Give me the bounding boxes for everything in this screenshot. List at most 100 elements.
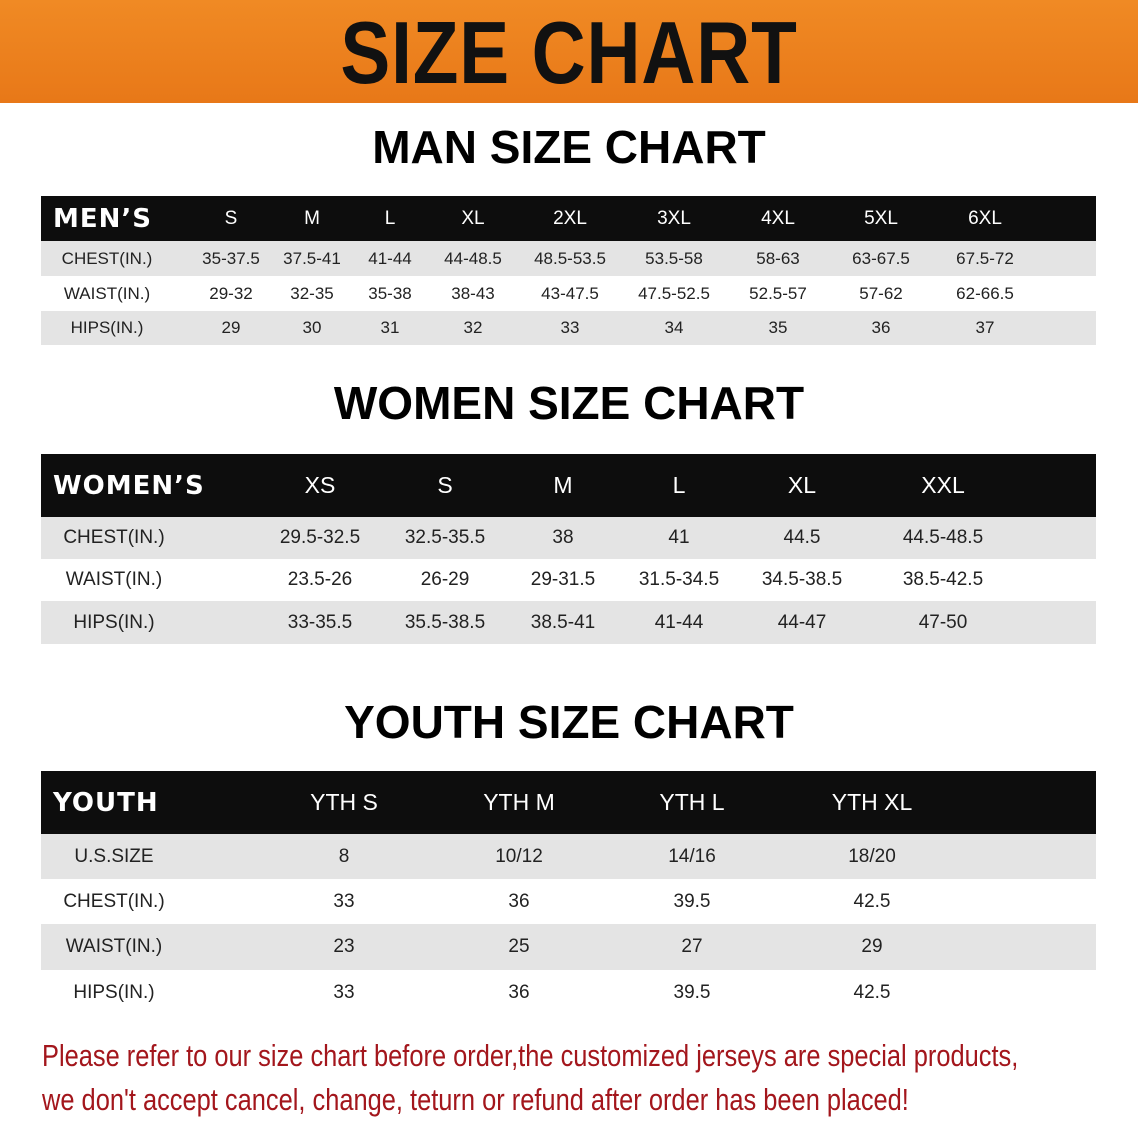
table-cell: 63-67.5 xyxy=(852,248,910,268)
table-cell: 67.5-72 xyxy=(956,248,1014,268)
table-row: WAIST(IN.) 29-32 32-35 35-38 38-43 43-47.5 47.… xyxy=(41,276,1096,311)
table-cell: 31 xyxy=(380,318,400,337)
men-size-table: MEN’S S M L XL 2XL 3XL 4XL 5XL 6XL CHEST(IN.) 35-37… xyxy=(41,196,1096,345)
table-cell: 58-63 xyxy=(756,248,800,268)
table-cell: 14/16 xyxy=(668,845,716,867)
table-row: CHEST(IN.) 35-37.5 37.5-41 41-44 44-48.5 48.5… xyxy=(41,241,1096,276)
table-cell: 32.5-35.5 xyxy=(404,527,486,548)
table-cell: 37 xyxy=(975,318,995,337)
table-cell: 38-43 xyxy=(451,283,495,303)
header-label: YOUTH xyxy=(53,787,159,818)
table-cell: 33 xyxy=(333,981,355,1003)
row-label: CHEST(IN.) xyxy=(63,890,165,912)
table-cell: 32-35 xyxy=(290,283,334,303)
table-cell: 25 xyxy=(508,936,530,957)
table-cell: 33-35.5 xyxy=(287,611,353,633)
table-cell: 35 xyxy=(768,318,788,337)
table-cell: 41-44 xyxy=(654,611,704,633)
table-cell: 29 xyxy=(221,318,241,337)
table-cell: 44.5-48.5 xyxy=(902,527,984,548)
women-size-table: WOMEN’S XS S M L XL XXL CHEST(IN.) 29.5-32.5 32.5… xyxy=(41,454,1096,644)
table-cell: 62-66.5 xyxy=(956,283,1014,303)
table-row: U.S.SIZE 8 10/12 14/16 18/20 xyxy=(41,834,1096,879)
header-label: MEN’S xyxy=(53,203,152,234)
table-cell: 29-31.5 xyxy=(530,569,596,590)
table-cell: 39.5 xyxy=(673,890,711,912)
table-cell: 23 xyxy=(333,936,355,957)
size-header: M xyxy=(553,472,573,498)
size-header: 3XL xyxy=(657,207,691,229)
table-cell: 29.5-32.5 xyxy=(279,527,361,548)
row-label: CHEST(IN.) xyxy=(61,248,153,268)
table-cell: 38 xyxy=(552,527,574,548)
table-cell: 36 xyxy=(508,981,530,1003)
table-cell: 48.5-53.5 xyxy=(534,248,606,268)
table-cell: 34.5-38.5 xyxy=(761,569,843,590)
table-cell: 36 xyxy=(871,318,891,337)
table-cell: 18/20 xyxy=(848,845,896,867)
table-header: YOUTH YTH S YTH M YTH L YTH XL xyxy=(41,771,1096,834)
size-header: XL xyxy=(787,472,817,498)
size-header: YTH S xyxy=(310,789,378,815)
size-header: YTH M xyxy=(483,789,555,815)
size-header: M xyxy=(304,207,320,229)
table-row: HIPS(IN.) 29 30 31 32 33 34 35 36 37 xyxy=(41,311,1096,345)
size-header: XL xyxy=(461,207,485,229)
table-cell: 32 xyxy=(463,318,483,337)
size-header: 6XL xyxy=(968,207,1002,229)
notice-line-1: Please refer to our size chart before or… xyxy=(42,1038,1019,1073)
table-cell: 53.5-58 xyxy=(645,248,703,268)
youth-section-title: YOUTH SIZE CHART xyxy=(344,696,794,748)
size-header: L xyxy=(672,472,686,498)
table-cell: 47.5-52.5 xyxy=(638,283,710,303)
table-cell: 52.5-57 xyxy=(749,283,807,303)
table-row: CHEST(IN.) 29.5-32.5 32.5-35.5 38 41 44.5 44.5… xyxy=(41,517,1096,559)
table-row: CHEST(IN.) 33 36 39.5 42.5 xyxy=(41,879,1096,924)
table-cell: 33 xyxy=(333,890,355,912)
table-cell: 39.5 xyxy=(673,981,711,1003)
table-cell: 34 xyxy=(664,318,684,337)
size-header: XS xyxy=(304,472,336,498)
table-cell: 29 xyxy=(861,936,883,957)
table-cell: 33 xyxy=(560,318,580,337)
row-label: HIPS(IN.) xyxy=(70,318,144,337)
table-cell: 29-32 xyxy=(209,283,253,303)
row-label: WAIST(IN.) xyxy=(65,569,163,590)
notice-line-2: we don't accept cancel, change, teturn o… xyxy=(42,1082,909,1117)
row-label: HIPS(IN.) xyxy=(73,611,155,633)
table-cell: 44.5 xyxy=(783,527,821,548)
size-header: L xyxy=(384,207,396,229)
table-row: HIPS(IN.) 33-35.5 35.5-38.5 38.5-41 41-44 44-… xyxy=(41,601,1096,644)
table-cell: 26-29 xyxy=(420,569,470,590)
table-row: WAIST(IN.) 23 25 27 29 xyxy=(41,924,1096,970)
table-cell: 41-44 xyxy=(368,248,412,268)
table-row: WAIST(IN.) 23.5-26 26-29 29-31.5 31.5-34.5 34… xyxy=(41,559,1096,601)
table-cell: 27 xyxy=(681,936,703,957)
table-cell: 37.5-41 xyxy=(283,248,341,268)
table-cell: 42.5 xyxy=(853,890,891,912)
table-cell: 23.5-26 xyxy=(287,569,353,590)
size-header: S xyxy=(224,207,238,229)
table-cell: 41 xyxy=(668,527,690,548)
table-header: MEN’S S M L XL 2XL 3XL 4XL 5XL 6XL xyxy=(41,196,1096,241)
row-label: WAIST(IN.) xyxy=(63,283,151,303)
size-header: YTH L xyxy=(659,789,725,815)
banner: SIZE CHART xyxy=(0,0,1138,103)
size-header: 2XL xyxy=(553,207,587,229)
table-row: HIPS(IN.) 33 36 39.5 42.5 xyxy=(41,970,1096,1015)
table-cell: 35-37.5 xyxy=(202,248,260,268)
size-header: 4XL xyxy=(761,207,795,229)
size-header: 5XL xyxy=(864,207,898,229)
table-cell: 57-62 xyxy=(859,283,903,303)
header-label: WOMEN’S xyxy=(53,470,205,501)
row-label: WAIST(IN.) xyxy=(65,936,163,957)
row-label: HIPS(IN.) xyxy=(73,981,155,1003)
table-cell: 35-38 xyxy=(368,283,412,303)
youth-size-table: YOUTH YTH S YTH M YTH L YTH XL U.S.SIZE 8 10/12… xyxy=(41,771,1096,1015)
row-label: U.S.SIZE xyxy=(74,845,154,867)
women-section-title: WOMEN SIZE CHART xyxy=(333,377,805,429)
table-cell: 47-50 xyxy=(918,611,968,633)
row-label: CHEST(IN.) xyxy=(63,527,165,548)
men-section-title: MAN SIZE CHART xyxy=(372,121,766,173)
table-cell: 43-47.5 xyxy=(541,283,599,303)
